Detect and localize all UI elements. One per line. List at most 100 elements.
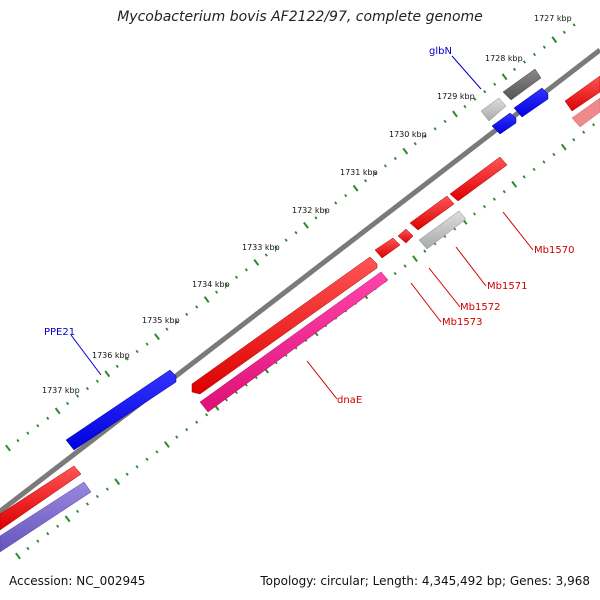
minor-tick [135,349,139,354]
major-tick [164,441,170,448]
minor-tick [16,438,20,443]
minor-tick [473,97,477,101]
minor-tick [483,90,487,94]
minor-tick [522,175,526,179]
major-tick [511,180,518,188]
gene-ppe21-arrow[interactable] [65,369,177,451]
gene-small-red-1[interactable] [374,237,401,259]
tick-label-1735: 1735 kbp [142,316,180,325]
minor-tick [532,167,536,172]
major-tick [501,73,508,81]
mb1572-callout-line [428,267,461,308]
minor-tick [393,271,397,276]
major-tick [203,296,210,303]
minor-tick [125,357,129,361]
minor-tick [26,431,30,435]
ppe21-callout-line [70,334,102,376]
mb1571-callout-line [455,246,487,287]
gene-label-Mb1572[interactable]: Mb1572 [460,302,500,313]
gene-mb1571-arrow[interactable] [409,195,455,231]
minor-tick [145,342,149,346]
major-tick [352,184,359,192]
gene-small-red-2[interactable] [397,228,414,244]
major-tick [154,333,160,341]
minor-tick [443,119,447,124]
gene-dnaE-upper-arrow[interactable] [191,256,378,395]
major-tick [15,552,21,560]
gene-blue-right-arrow[interactable] [513,87,549,118]
minor-tick [135,465,139,469]
minor-tick [46,532,50,536]
minor-tick [125,472,129,476]
tick-label-1734: 1734 kbp [192,280,230,289]
minor-tick [482,204,487,209]
tick-label-1729: 1729 kbp [437,92,475,101]
minor-tick [532,52,537,57]
minor-tick [36,539,40,543]
gene-label-dnaE[interactable]: dnaE [337,395,362,406]
forward-strand-genes [0,68,600,531]
gene-label-Mb1571[interactable]: Mb1571 [487,281,527,292]
minor-tick [363,179,368,183]
gene-callouts: glbN PPE21 Mb1570 Mb1571 Mb1572 Mb1573 d… [44,46,574,406]
gene-gray-arrow[interactable] [480,97,507,122]
minor-tick [165,327,169,331]
minor-tick [115,364,119,369]
gene-label-glbN[interactable]: glbN [429,46,452,57]
minor-tick [75,509,80,514]
gene-label-PPE21[interactable]: PPE21 [44,327,75,338]
minor-tick [423,134,427,138]
glbN-callout-line [451,55,482,90]
gene-label-Mb1573[interactable]: Mb1573 [442,317,482,328]
major-tick [402,147,409,155]
tick-label-1728: 1728 kbp [485,54,523,63]
major-tick [114,478,121,486]
minor-tick [334,201,338,205]
tick-label-1733: 1733 kbp [242,243,280,252]
gene-red-lower-left[interactable] [0,465,82,531]
minor-tick [383,164,388,168]
minor-tick [66,401,70,406]
minor-tick [26,546,30,551]
gene-mb1572-gray-arrow[interactable] [418,210,467,250]
gene-red-far-right[interactable] [564,75,600,112]
genome-summary-text: Topology: circular; Length: 4,345,492 bp… [260,574,590,588]
minor-tick [463,104,467,109]
major-tick [64,515,71,523]
gene-dnaE-pink-arrow[interactable] [199,271,389,413]
mb1573-callout-line [410,282,442,323]
gene-pink-far-right[interactable] [571,97,600,128]
major-tick [551,36,558,44]
map-title: Mycobacterium bovis AF2122/97, complete … [117,9,483,25]
minor-tick [234,275,239,279]
gene-label-Mb1570[interactable]: Mb1570 [534,245,574,256]
major-tick [54,407,61,415]
minor-tick [214,290,219,294]
minor-tick [175,320,179,324]
tick-label-1736: 1736 kbp [92,351,130,360]
gene-glbN-arrow[interactable] [491,112,517,135]
gene-mb1570-arrow[interactable] [449,156,508,202]
mb1570-callout-line [502,211,534,251]
minor-tick [95,379,99,383]
minor-tick [582,130,586,134]
minor-tick [492,197,496,201]
gene-lavender-lower-left[interactable] [0,481,92,553]
reverse-strand-genes [0,210,467,553]
minor-tick [95,494,99,499]
minor-tick [36,424,40,428]
major-tick [412,255,418,262]
minor-tick [195,305,199,309]
gene-darkgray-arrow[interactable] [502,68,542,101]
minor-tick [433,127,437,131]
outer-tick-track [5,23,576,452]
minor-tick [155,450,159,454]
inner-tick-track [15,123,596,560]
minor-tick [105,487,109,491]
minor-tick [274,245,278,250]
minor-tick [502,190,506,194]
minor-tick [512,67,517,72]
tick-label-1737: 1737 kbp [42,386,80,395]
